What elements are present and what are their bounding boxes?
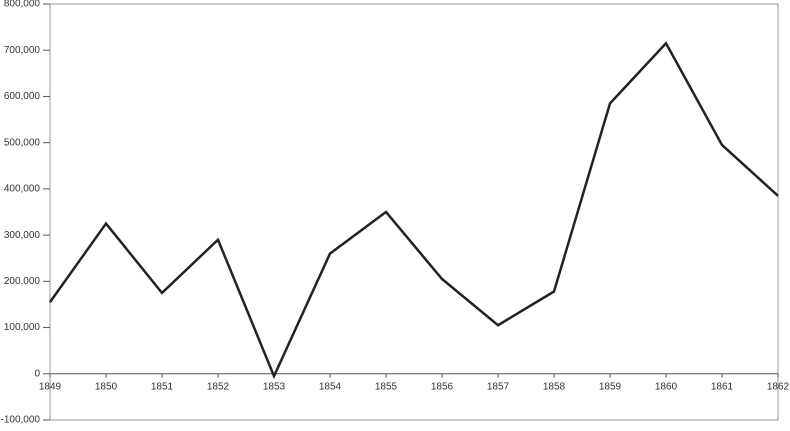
y-tick-label: 800,000: [4, 0, 41, 10]
x-tick-label: 1859: [599, 381, 622, 392]
x-tick-label: 1853: [263, 381, 286, 392]
x-tick-label: 1856: [431, 381, 454, 392]
x-tick-label: 1850: [95, 381, 118, 392]
y-tick-label: 600,000: [4, 91, 41, 102]
y-tick-label: 100,000: [4, 322, 41, 333]
x-tick-label: 1849: [39, 381, 62, 392]
x-tick-label: 1857: [487, 381, 510, 392]
y-tick-label: 0: [34, 368, 40, 379]
x-tick-label: 1861: [711, 381, 734, 392]
x-tick-label: 1862: [767, 381, 790, 392]
x-tick-label: 1852: [207, 381, 230, 392]
x-tick-label: 1851: [151, 381, 174, 392]
y-tick-label: 700,000: [4, 45, 41, 56]
x-tick-label: 1855: [375, 381, 398, 392]
y-tick-label: -100,000: [1, 415, 41, 426]
x-tick-label: 1858: [543, 381, 566, 392]
data-line: [48, 41, 779, 380]
y-tick-label: 500,000: [4, 137, 41, 148]
y-tick-label: 200,000: [4, 276, 41, 287]
x-tick-label: 1860: [655, 381, 678, 392]
y-tick-label: 300,000: [4, 230, 41, 241]
y-tick-label: 400,000: [4, 184, 41, 195]
plot-frame: [49, 3, 779, 421]
x-tick-label: 1854: [319, 381, 342, 392]
